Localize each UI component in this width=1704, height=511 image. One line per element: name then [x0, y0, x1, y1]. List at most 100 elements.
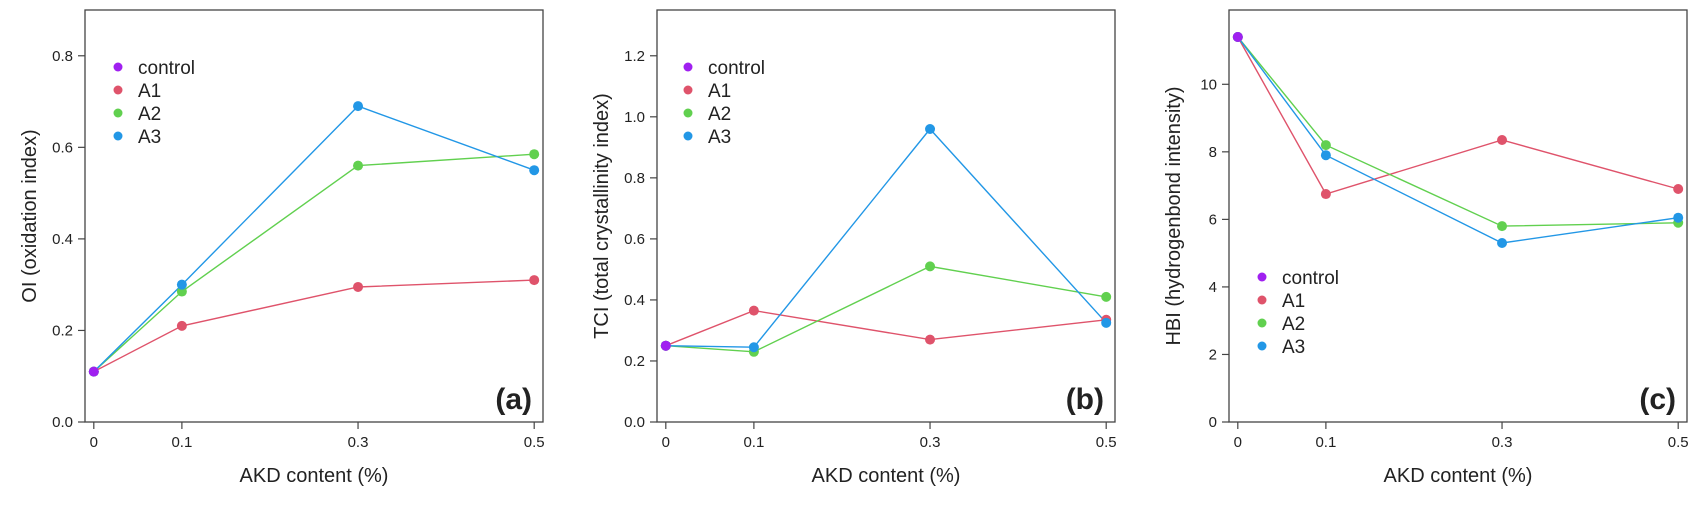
data-point-a3 [1673, 212, 1684, 223]
panel-b: 0 0.1 0.3 0.5 0.0 0.2 0.4 0.6 0.8 1.0 1.2 control… [591, 9, 1117, 487]
x-tick-label: 0 [1234, 434, 1242, 451]
legend-marker-a2 [113, 108, 123, 118]
x-axis: 0 0.1 0.3 0.5 [90, 422, 545, 451]
x-tick-label: 0.1 [743, 434, 764, 451]
series-line-a3 [1237, 36, 1679, 244]
data-point-control [1232, 32, 1243, 43]
data-point-a2 [925, 261, 936, 272]
data-point-a1 [748, 305, 759, 316]
y-tick-label: 0.6 [624, 231, 645, 248]
y-tick-label: 4 [1209, 279, 1217, 296]
y-tick-label: 0.8 [624, 170, 645, 187]
data-point-control [660, 340, 671, 351]
y-axis-title: TCI (total crystallinity index) [591, 93, 613, 339]
data-point-a3 [1320, 150, 1331, 161]
y-axis: 0.0 0.2 0.4 0.6 0.8 [52, 48, 85, 431]
data-point-a2 [1497, 221, 1508, 232]
data-point-a1 [925, 334, 936, 345]
data-point-a1 [529, 275, 540, 286]
data-point-a1 [353, 281, 364, 292]
y-tick-label: 0.8 [52, 48, 73, 65]
y-tick-label: 0 [1209, 414, 1217, 431]
x-axis-title: AKD content (%) [812, 465, 961, 487]
panel-tag: (c) [1639, 383, 1676, 416]
y-axis-title: OI (oxidation index) [19, 129, 41, 302]
data-point-a2 [1320, 140, 1331, 151]
y-tick-label: 8 [1209, 144, 1217, 161]
legend-label-a2: A2 [708, 104, 731, 125]
legend-marker-a3 [113, 131, 123, 141]
legend-marker-a2 [683, 108, 693, 118]
data-point-a2 [529, 149, 540, 160]
legend-label-a1: A1 [1282, 291, 1305, 312]
y-axis: 0.0 0.2 0.4 0.6 0.8 1.0 1.2 [624, 48, 657, 431]
y-tick-label: 0.4 [624, 292, 645, 309]
x-tick-label: 0.5 [524, 434, 545, 451]
series-line-a3 [665, 127, 1107, 348]
series-line-a2 [1237, 36, 1679, 227]
y-tick-label: 1.0 [624, 109, 645, 126]
legend-label-a1: A1 [138, 81, 161, 102]
x-tick-label: 0.5 [1096, 434, 1117, 451]
y-tick-label: 2 [1209, 346, 1217, 363]
data-point-a2 [353, 160, 364, 171]
legend-marker-a1 [1257, 295, 1267, 305]
legend-label-control: control [138, 58, 195, 79]
data-point-control [88, 366, 99, 377]
y-axis-title: HBI (hydrogenbond intensity) [1163, 86, 1185, 345]
legend-label-a2: A2 [1282, 314, 1305, 335]
legend-label-a3: A3 [138, 127, 161, 148]
data-point-a2 [176, 286, 187, 297]
series-line-a1 [93, 279, 535, 373]
plot-frame [84, 9, 544, 423]
y-tick-label: 0.4 [52, 231, 73, 248]
legend-label-control: control [1282, 268, 1339, 289]
legend-marker-a1 [113, 85, 123, 95]
x-tick-label: 0 [90, 434, 98, 451]
data-point-a3 [1497, 238, 1508, 249]
x-tick-label: 0.5 [1668, 434, 1689, 451]
series-points [1232, 32, 1684, 249]
x-axis-title: AKD content (%) [1384, 465, 1533, 487]
x-tick-label: 0.1 [1315, 434, 1336, 451]
data-point-a2 [1101, 291, 1112, 302]
data-point-a3 [176, 279, 187, 290]
x-axis-title: AKD content (%) [240, 465, 389, 487]
data-point-a3 [529, 165, 540, 176]
panel-tag: (a) [495, 383, 532, 416]
data-point-a1 [1497, 135, 1508, 146]
y-tick-label: 0.0 [52, 414, 73, 431]
legend-marker-control [1257, 272, 1267, 282]
series-line-a1 [1237, 36, 1679, 195]
y-tick-label: 1.2 [624, 48, 645, 65]
legend-label-control: control [708, 58, 765, 79]
legend-marker-a3 [683, 131, 693, 141]
data-point-a3 [353, 101, 364, 112]
legend-label-a3: A3 [708, 127, 731, 148]
x-tick-label: 0 [662, 434, 670, 451]
legend-marker-control [113, 62, 123, 72]
y-axis: 0 2 4 6 8 10 [1200, 76, 1229, 431]
y-tick-label: 0.0 [624, 414, 645, 431]
panel-a: 0 0.1 0.3 0.5 0.0 0.2 0.4 0.6 0.8 controlA1A2A3… [19, 9, 545, 487]
series-line-a1 [665, 309, 1107, 347]
data-point-a1 [1673, 183, 1684, 194]
series-lines [665, 127, 1107, 353]
y-tick-label: 10 [1200, 76, 1217, 93]
data-point-a1 [176, 320, 187, 331]
x-tick-label: 0.1 [171, 434, 192, 451]
plot-frame [1228, 9, 1688, 423]
legend-label-a2: A2 [138, 104, 161, 125]
data-point-a3 [1101, 317, 1112, 328]
legend-label-a1: A1 [708, 81, 731, 102]
x-axis: 0 0.1 0.3 0.5 [1234, 422, 1689, 451]
x-tick-label: 0.3 [920, 434, 941, 451]
y-tick-label: 0.2 [52, 322, 73, 339]
series-line-a2 [93, 153, 535, 373]
